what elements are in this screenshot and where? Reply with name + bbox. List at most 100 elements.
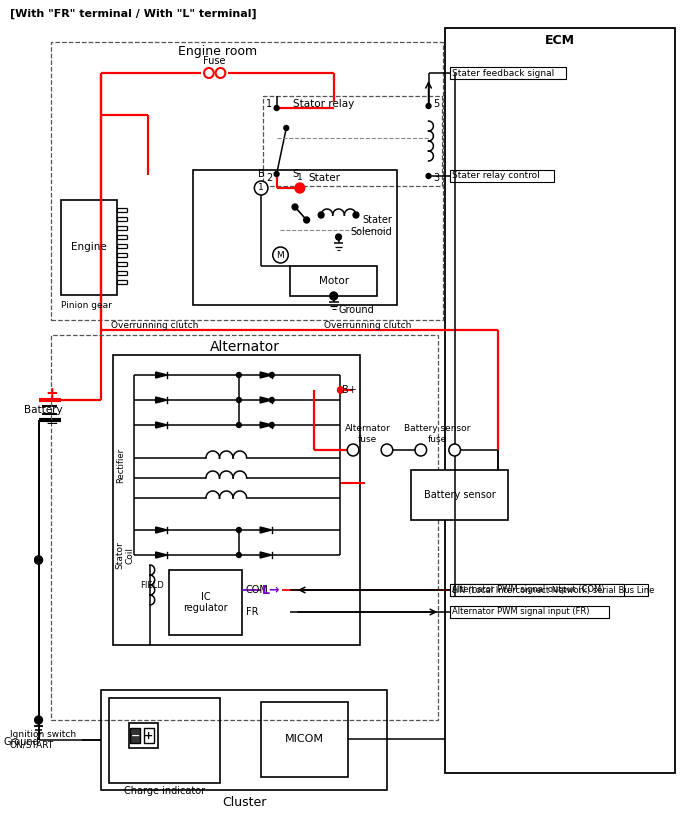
Circle shape	[237, 552, 242, 557]
Text: Overrunning clutch: Overrunning clutch	[324, 321, 412, 329]
Text: LIN (Local Interconnect Network) serial Bus Line: LIN (Local Interconnect Network) serial …	[452, 586, 654, 595]
Bar	[450, 584, 648, 596]
Text: Battery sensor
fuse: Battery sensor fuse	[404, 424, 470, 444]
Circle shape	[274, 106, 279, 111]
Bar	[130, 728, 140, 743]
Bar	[144, 728, 154, 743]
Circle shape	[353, 212, 359, 218]
Circle shape	[270, 423, 274, 428]
Circle shape	[284, 126, 288, 131]
Text: Engine room: Engine room	[178, 45, 257, 59]
Circle shape	[330, 292, 337, 300]
Circle shape	[237, 528, 242, 533]
Text: Battery: Battery	[24, 405, 63, 415]
Text: MICOM: MICOM	[285, 734, 324, 744]
Bar	[109, 698, 220, 783]
Text: Stater: Stater	[308, 173, 340, 183]
Circle shape	[274, 171, 279, 176]
Text: −: −	[46, 417, 58, 432]
Text: 1: 1	[258, 184, 264, 193]
Text: Rectifier: Rectifier	[116, 447, 125, 483]
Circle shape	[35, 556, 43, 564]
Text: Ground: Ground	[339, 305, 375, 315]
Text: FIELD: FIELD	[140, 581, 164, 590]
Text: ECM: ECM	[545, 34, 575, 46]
Circle shape	[237, 372, 242, 377]
Text: 1: 1	[297, 174, 302, 183]
Circle shape	[381, 444, 393, 456]
Circle shape	[237, 398, 242, 403]
Text: Ignition switch
ON/START: Ignition switch ON/START	[10, 730, 76, 750]
Bar	[450, 584, 624, 596]
Bar	[129, 723, 158, 748]
Text: Alternator
fuse: Alternator fuse	[344, 424, 391, 444]
Bar	[450, 606, 610, 618]
Text: Stater: Stater	[362, 215, 392, 225]
Bar	[261, 702, 348, 777]
Text: 3: 3	[433, 173, 440, 183]
Text: FR: FR	[246, 607, 258, 617]
Text: Stator relay: Stator relay	[293, 99, 354, 109]
Text: Motor: Motor	[318, 276, 349, 286]
Text: +: +	[144, 731, 153, 741]
Bar	[411, 470, 508, 520]
Circle shape	[204, 68, 214, 78]
Text: S: S	[292, 169, 298, 179]
Polygon shape	[155, 552, 167, 558]
Polygon shape	[260, 422, 272, 428]
Circle shape	[426, 103, 431, 108]
Bar	[290, 266, 377, 296]
Text: −: −	[131, 731, 140, 741]
Text: [With "FR" terminal / With "L" terminal]: [With "FR" terminal / With "L" terminal]	[10, 9, 256, 19]
Circle shape	[318, 212, 324, 218]
Text: 2: 2	[266, 173, 272, 183]
Text: 5: 5	[433, 99, 440, 109]
Text: Charge indicator: Charge indicator	[125, 786, 205, 796]
Polygon shape	[260, 372, 272, 378]
Text: Cluster: Cluster	[222, 796, 267, 809]
Circle shape	[270, 372, 274, 377]
Bar	[193, 170, 397, 305]
Bar	[263, 96, 442, 186]
Bar	[450, 67, 566, 79]
Circle shape	[335, 234, 342, 240]
Polygon shape	[155, 422, 167, 428]
Circle shape	[449, 444, 461, 456]
Bar	[450, 170, 554, 182]
Circle shape	[216, 68, 225, 78]
Text: Stater feedback signal: Stater feedback signal	[452, 69, 554, 78]
Circle shape	[273, 247, 288, 263]
Text: Alternator: Alternator	[210, 340, 280, 354]
Text: IC
regulator: IC regulator	[183, 591, 228, 614]
Text: +: +	[46, 386, 58, 401]
Text: Engine: Engine	[71, 242, 107, 252]
Circle shape	[295, 183, 304, 193]
Text: COM: COM	[246, 585, 269, 595]
Circle shape	[237, 423, 242, 428]
Circle shape	[35, 716, 43, 724]
Bar	[51, 335, 438, 720]
Circle shape	[292, 204, 298, 210]
Polygon shape	[155, 397, 167, 403]
Circle shape	[270, 398, 274, 403]
Bar	[51, 42, 443, 320]
Bar	[102, 690, 387, 790]
Text: Solenoid: Solenoid	[350, 227, 392, 237]
Circle shape	[35, 556, 43, 564]
Text: B: B	[258, 169, 265, 179]
Circle shape	[426, 174, 431, 179]
Bar	[445, 28, 676, 773]
Circle shape	[337, 387, 344, 393]
Circle shape	[304, 217, 309, 223]
Text: Stater relay control: Stater relay control	[452, 171, 540, 180]
Text: Ground: Ground	[4, 737, 39, 747]
Text: M: M	[276, 251, 284, 260]
Polygon shape	[155, 372, 167, 378]
Polygon shape	[155, 527, 167, 533]
Circle shape	[337, 387, 344, 393]
Polygon shape	[260, 552, 272, 558]
Text: Battery sensor: Battery sensor	[424, 490, 496, 500]
Text: Stator
Coil: Stator Coil	[115, 541, 134, 569]
Text: Alternator PWM signal input (FR): Alternator PWM signal input (FR)	[452, 608, 589, 616]
Text: 1: 1	[266, 99, 272, 109]
